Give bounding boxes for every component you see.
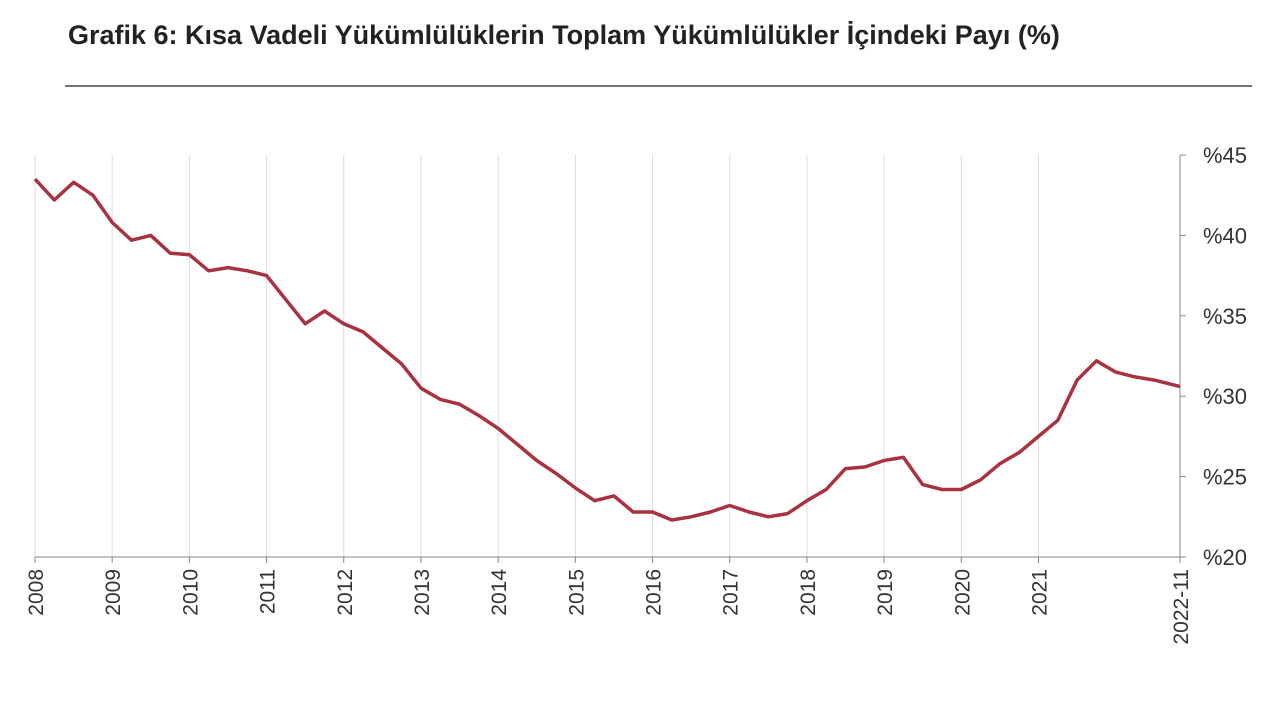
data-line bbox=[33, 177, 1181, 522]
x-tick-label: 2018 bbox=[797, 569, 820, 616]
x-tick-label: 2016 bbox=[643, 569, 666, 616]
y-tick-label: %35 bbox=[1203, 304, 1247, 329]
x-tick-label: 2021 bbox=[1028, 569, 1051, 616]
chart-title: Grafik 6: Kısa Vadeli Yükümlülüklerin To… bbox=[68, 20, 1060, 50]
y-tick-label: %25 bbox=[1203, 465, 1247, 490]
x-tick-label: 2014 bbox=[488, 569, 511, 616]
x-tick-label: 2009 bbox=[102, 569, 125, 616]
x-tick-label: 2022-11 bbox=[1170, 569, 1193, 645]
y-tick-label: %20 bbox=[1203, 545, 1247, 570]
y-tick-label: %40 bbox=[1203, 223, 1247, 248]
x-tick-label: 2010 bbox=[179, 569, 202, 616]
x-tick-label: 2008 bbox=[25, 569, 48, 616]
x-tick-label: 2011 bbox=[257, 569, 280, 614]
x-tick-label: 2012 bbox=[334, 569, 357, 616]
x-tick-label: 2020 bbox=[951, 569, 974, 616]
x-tick-label: 2017 bbox=[720, 569, 743, 616]
x-tick-label: 2019 bbox=[874, 569, 897, 616]
y-tick-label: %45 bbox=[1203, 143, 1247, 168]
y-tick-label: %30 bbox=[1203, 384, 1247, 409]
x-tick-label: 2015 bbox=[565, 569, 588, 616]
x-tick-label: 2013 bbox=[411, 569, 434, 616]
